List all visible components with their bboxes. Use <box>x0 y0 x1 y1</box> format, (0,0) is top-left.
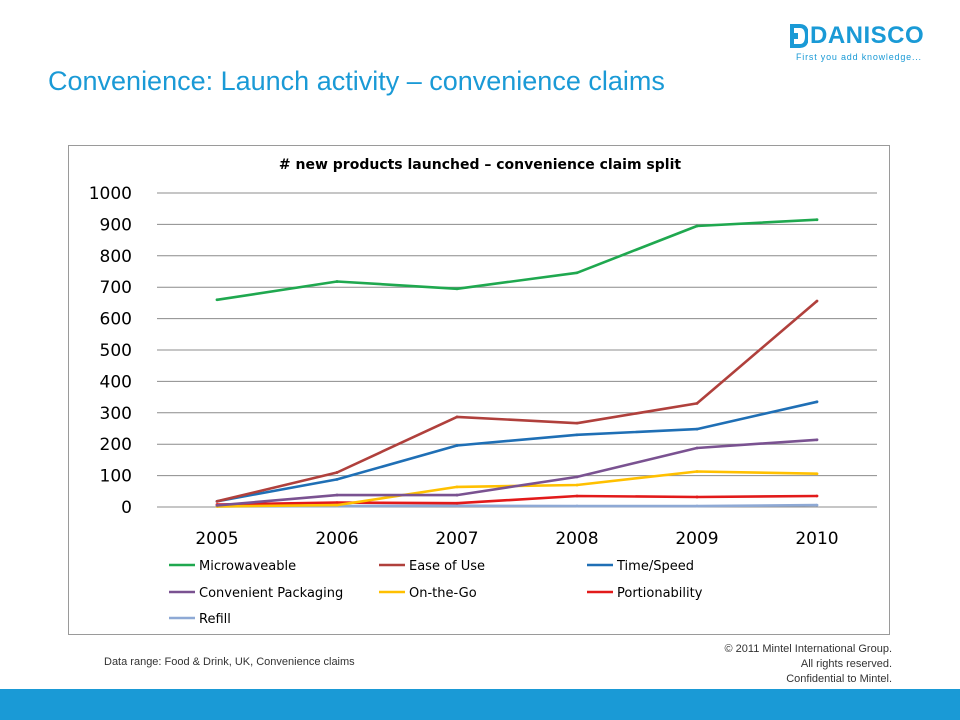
bottom-brand-bar <box>0 689 960 720</box>
legend-label: Convenient Packaging <box>199 586 343 601</box>
legend-label: Portionability <box>617 586 703 601</box>
logo-tagline: First you add knowledge... <box>796 52 922 62</box>
data-point <box>335 280 339 283</box>
legend: Microwaveable Ease of Use Time/Speed Conven… <box>169 559 703 627</box>
series-line <box>216 494 818 506</box>
danisco-logo-mark-icon <box>790 24 808 48</box>
series-line <box>216 470 818 508</box>
data-point <box>815 472 819 476</box>
y-tick-label: 100 <box>100 467 132 487</box>
data-point <box>815 438 819 442</box>
data-point <box>815 218 819 222</box>
data-point <box>695 224 699 228</box>
rights-line: All rights reserved. <box>800 658 892 670</box>
x-tick-label: 2010 <box>795 529 838 549</box>
chart-frame: # new products launched – convenience cl… <box>68 145 890 635</box>
data-point <box>695 427 699 431</box>
data-point <box>335 477 339 481</box>
data-point <box>335 471 339 474</box>
legend-label: On-the-Go <box>409 586 477 601</box>
data-point <box>455 415 459 419</box>
legend-label: Refill <box>199 612 231 627</box>
x-tick-label: 2008 <box>555 529 598 549</box>
series-line <box>216 400 818 503</box>
y-tick-label: 300 <box>100 404 132 424</box>
series-lines <box>215 218 819 508</box>
legend-label: Time/Speed <box>616 559 694 574</box>
data-point <box>575 421 579 425</box>
data-point <box>815 503 819 507</box>
x-tick-label: 2009 <box>675 529 718 549</box>
y-tick-label: 800 <box>100 247 132 267</box>
data-point <box>815 494 819 498</box>
data-point <box>695 504 699 508</box>
y-tick-label: 0 <box>121 498 132 518</box>
data-point <box>455 485 459 489</box>
data-point <box>215 504 219 507</box>
copyright-notice: © 2011 Mintel International Group. All r… <box>725 642 893 687</box>
y-tick-label: 600 <box>100 310 132 330</box>
y-tick-label: 700 <box>100 278 132 298</box>
legend-label: Ease of Use <box>409 559 485 574</box>
series-line <box>216 300 818 503</box>
data-point <box>695 495 699 499</box>
confidential-line: Confidential to Mintel. <box>786 673 892 685</box>
data-point <box>575 494 579 498</box>
line-chart: # new products launched – convenience cl… <box>89 157 877 627</box>
data-point <box>215 499 219 503</box>
data-point <box>815 299 819 303</box>
y-tick-label: 500 <box>100 341 132 361</box>
data-point <box>455 287 459 291</box>
data-point <box>575 475 579 479</box>
data-point <box>455 444 459 447</box>
data-point <box>455 504 459 508</box>
data-point <box>215 298 219 302</box>
copyright-line: © 2011 Mintel International Group. <box>724 643 893 655</box>
data-range-note: Data range: Food & Drink, UK, Convenienc… <box>104 656 355 668</box>
danisco-logo: DANISCO First you add knowledge... <box>790 22 940 66</box>
x-axis-tick-labels: 2005 2006 2007 2008 2009 2010 <box>195 529 838 549</box>
data-point <box>335 501 339 505</box>
data-point <box>815 400 819 404</box>
chart-title: # new products launched – convenience cl… <box>279 157 681 173</box>
y-tick-label: 900 <box>100 215 132 235</box>
y-tick-label: 1000 <box>89 184 132 204</box>
y-axis-tick-labels: 0 100 200 300 400 500 600 700 800 900 1000 <box>89 184 132 518</box>
x-tick-label: 2006 <box>315 529 358 549</box>
data-point <box>575 504 579 508</box>
series-line <box>216 218 818 302</box>
series-line <box>216 438 818 507</box>
y-tick-label: 200 <box>100 435 132 455</box>
legend-label: Microwaveable <box>199 559 296 574</box>
data-point <box>455 493 459 497</box>
data-point <box>575 483 579 487</box>
y-tick-label: 400 <box>100 372 132 392</box>
data-point <box>695 470 699 473</box>
data-point <box>455 501 459 505</box>
data-point <box>575 433 579 437</box>
x-tick-label: 2005 <box>195 529 238 549</box>
data-point <box>695 446 699 450</box>
data-point <box>575 271 579 275</box>
logo-wordmark: DANISCO <box>810 22 925 49</box>
page-title: Convenience: Launch activity – convenien… <box>48 66 665 96</box>
x-tick-label: 2007 <box>435 529 478 549</box>
gridlines <box>157 192 877 508</box>
data-point <box>335 503 339 507</box>
data-point <box>695 401 699 405</box>
data-point <box>335 493 339 497</box>
